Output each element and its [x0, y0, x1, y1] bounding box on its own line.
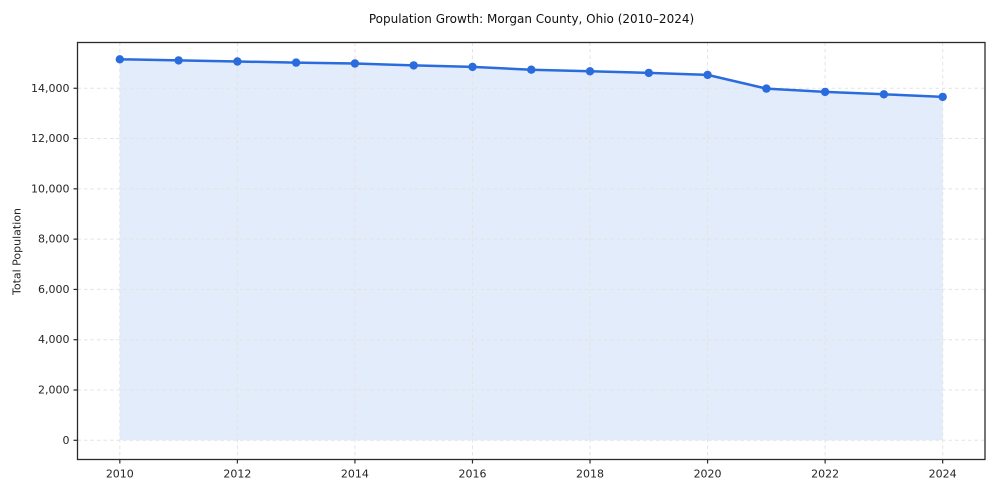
- data-point: [703, 70, 712, 80]
- data-point: [350, 59, 360, 68]
- chart-title: Population Growth: Morgan County, Ohio (…: [368, 12, 695, 26]
- data-point: [291, 58, 301, 67]
- data-point: [233, 57, 242, 66]
- data-point: [879, 90, 889, 99]
- data-point: [409, 61, 418, 70]
- data-point: [468, 62, 477, 72]
- y-tick-label: 2,000: [38, 384, 70, 397]
- y-tick-label: 0: [63, 434, 70, 447]
- data-point: [938, 92, 947, 102]
- data-point: [527, 65, 536, 74]
- x-tick-label: 2022: [811, 468, 839, 481]
- data-point: [585, 67, 595, 76]
- x-tick-label: 2010: [106, 468, 134, 481]
- x-tick-label: 2012: [223, 468, 251, 481]
- y-tick-label: 8,000: [38, 233, 70, 246]
- x-tick-label: 2024: [929, 468, 957, 481]
- data-point: [762, 84, 771, 93]
- x-tick-label: 2018: [576, 468, 604, 481]
- data-point: [820, 87, 830, 97]
- y-tick-label: 6,000: [38, 283, 70, 296]
- y-tick-label: 4,000: [38, 333, 70, 346]
- data-point: [174, 56, 183, 65]
- y-tick-label: 14,000: [31, 82, 70, 95]
- x-tick-label: 2016: [458, 468, 486, 481]
- plot-border: [76, 41, 986, 461]
- data-point: [644, 68, 653, 78]
- x-tick-label: 2014: [341, 468, 369, 481]
- data-point: [115, 55, 125, 64]
- y-tick-label: 12,000: [31, 132, 70, 145]
- x-tick-label: 2020: [694, 468, 722, 481]
- area-fill: [119, 59, 943, 441]
- y-tick-label: 10,000: [31, 182, 70, 195]
